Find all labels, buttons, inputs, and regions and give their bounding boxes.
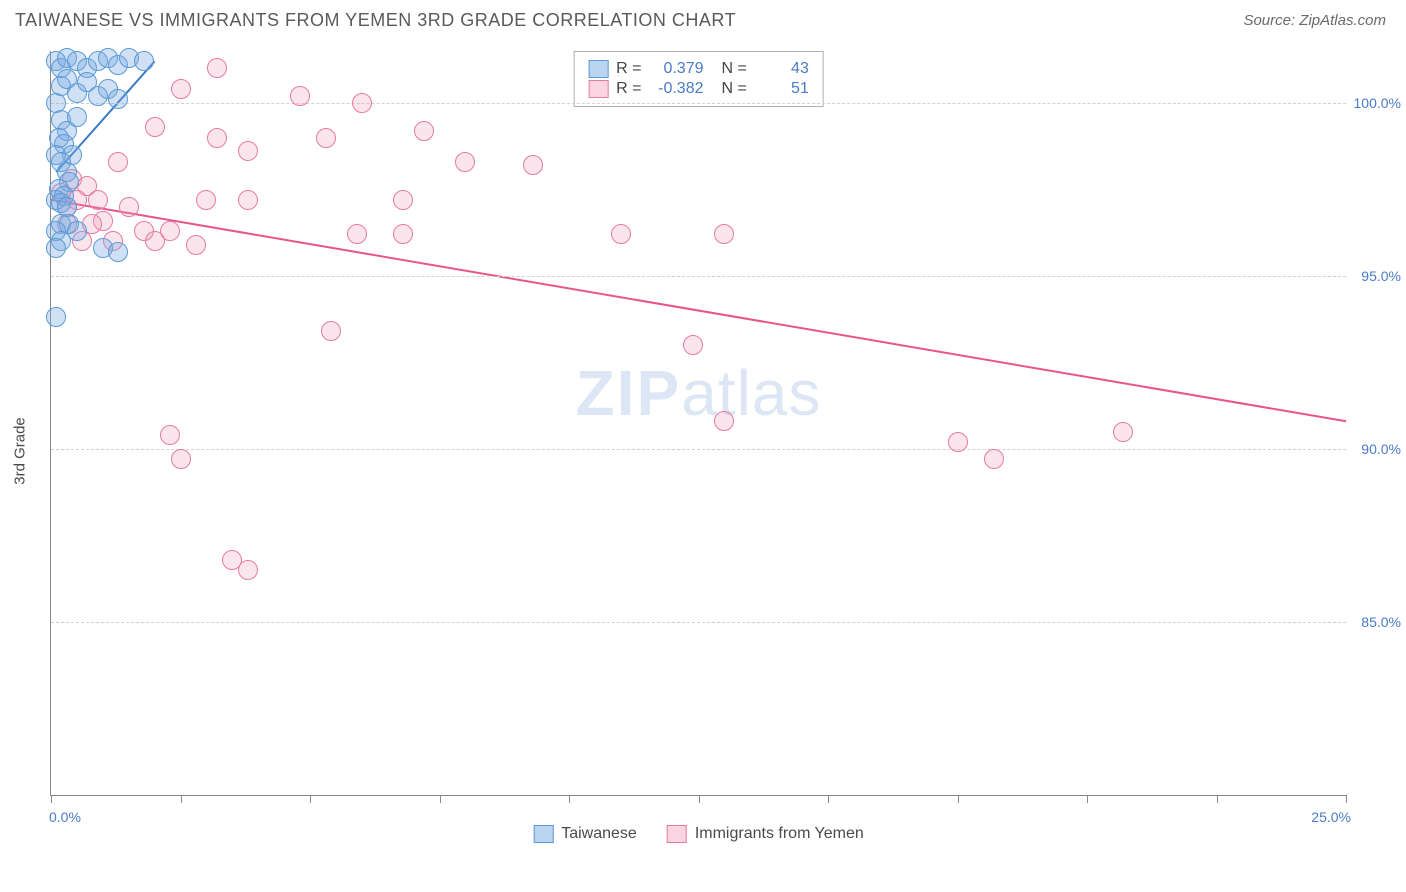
data-point — [134, 51, 154, 71]
legend-label-a: Taiwanese — [561, 825, 637, 843]
xtick-label: 25.0% — [1311, 809, 1351, 825]
data-point — [611, 224, 631, 244]
data-point — [714, 411, 734, 431]
xtick — [440, 795, 441, 803]
data-point — [321, 321, 341, 341]
data-point — [207, 58, 227, 78]
data-point — [347, 224, 367, 244]
data-point — [984, 449, 1004, 469]
swatch-blue-icon — [533, 825, 553, 843]
data-point — [119, 197, 139, 217]
xtick — [51, 795, 52, 803]
ytick-label: 85.0% — [1351, 614, 1401, 630]
xtick — [310, 795, 311, 803]
chart-source: Source: ZipAtlas.com — [1243, 12, 1386, 29]
data-point — [238, 190, 258, 210]
data-point — [238, 560, 258, 580]
data-point — [290, 86, 310, 106]
plot-area: ZIPatlas R = 0.379 N = 43 R = -0.382 N =… — [50, 51, 1346, 796]
xtick — [828, 795, 829, 803]
data-point — [186, 235, 206, 255]
xtick — [1087, 795, 1088, 803]
trend-lines — [51, 51, 1346, 795]
data-point — [316, 128, 336, 148]
legend-item-b: Immigrants from Yemen — [667, 825, 864, 843]
data-point — [455, 152, 475, 172]
data-point — [145, 117, 165, 137]
gridline — [51, 449, 1346, 450]
data-point — [171, 449, 191, 469]
data-point — [108, 242, 128, 262]
data-point — [948, 432, 968, 452]
data-point — [207, 128, 227, 148]
data-point — [683, 335, 703, 355]
data-point — [145, 231, 165, 251]
gridline — [51, 622, 1346, 623]
xtick — [958, 795, 959, 803]
data-point — [714, 224, 734, 244]
data-point — [352, 93, 372, 113]
gridline — [51, 103, 1346, 104]
data-point — [523, 155, 543, 175]
xtick — [1217, 795, 1218, 803]
legend-label-b: Immigrants from Yemen — [695, 825, 864, 843]
xtick — [1346, 795, 1347, 803]
series-legend: Taiwanese Immigrants from Yemen — [533, 825, 864, 843]
legend-item-a: Taiwanese — [533, 825, 637, 843]
data-point — [46, 307, 66, 327]
data-point — [108, 152, 128, 172]
chart-container: 3rd Grade ZIPatlas R = 0.379 N = 43 R = … — [0, 36, 1406, 866]
chart-title: TAIWANESE VS IMMIGRANTS FROM YEMEN 3RD G… — [15, 10, 736, 31]
data-point — [1113, 422, 1133, 442]
data-point — [46, 238, 66, 258]
data-point — [196, 190, 216, 210]
gridline — [51, 276, 1346, 277]
xtick — [699, 795, 700, 803]
data-point — [160, 425, 180, 445]
xtick — [569, 795, 570, 803]
xtick-label: 0.0% — [49, 809, 81, 825]
ytick-label: 100.0% — [1351, 95, 1401, 111]
xtick — [181, 795, 182, 803]
data-point — [88, 190, 108, 210]
data-point — [393, 190, 413, 210]
data-point — [171, 79, 191, 99]
swatch-pink-icon — [667, 825, 687, 843]
data-point — [238, 141, 258, 161]
data-point — [67, 107, 87, 127]
ytick-label: 90.0% — [1351, 441, 1401, 457]
data-point — [414, 121, 434, 141]
ytick-label: 95.0% — [1351, 268, 1401, 284]
data-point — [393, 224, 413, 244]
y-axis-label: 3rd Grade — [12, 417, 29, 485]
data-point — [108, 89, 128, 109]
chart-header: TAIWANESE VS IMMIGRANTS FROM YEMEN 3RD G… — [0, 0, 1406, 36]
